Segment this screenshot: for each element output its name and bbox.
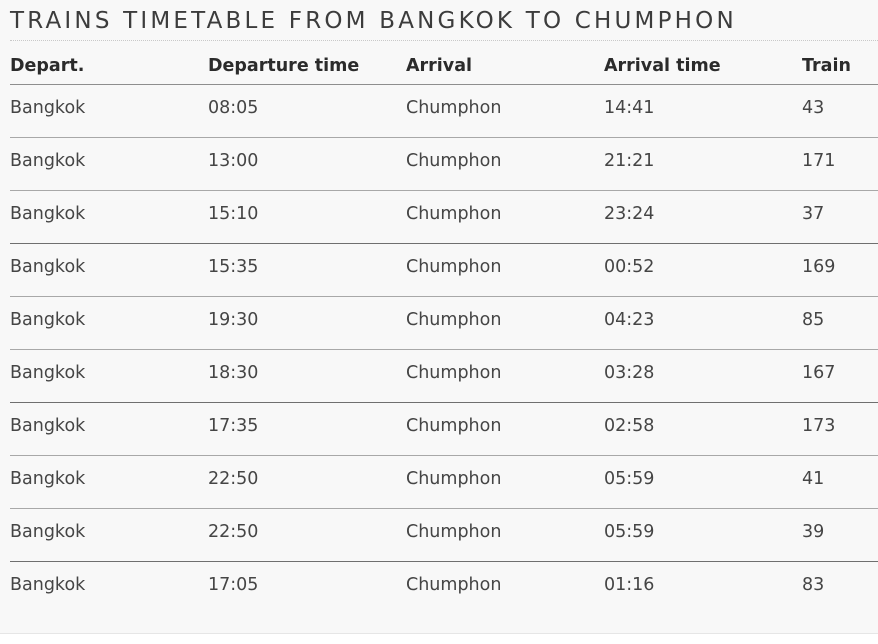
cell-depart: Bangkok	[10, 137, 208, 191]
cell-departure-time: 15:35	[208, 243, 406, 297]
table-row: Bangkok 15:10 Chumphon 23:24 37	[10, 190, 878, 244]
cell-arrival: Chumphon	[406, 508, 604, 562]
cell-departure-time: 08:05	[208, 84, 406, 138]
cell-departure-time: 18:30	[208, 349, 406, 403]
cell-departure-time: 13:00	[208, 137, 406, 191]
cell-arrival-time: 04:23	[604, 296, 802, 350]
column-header-arrival: Arrival	[406, 48, 604, 85]
cell-arrival-time: 01:16	[604, 575, 655, 595]
cell-arrival: Chumphon	[406, 84, 604, 138]
cell-arrival-time: 05:59	[604, 455, 802, 509]
cell-departure-time: 17:05	[208, 575, 259, 595]
table-row: Bangkok 13:00 Chumphon 21:21 171	[10, 137, 878, 191]
table-row: Bangkok 15:35 Chumphon 00:52 169	[10, 243, 878, 297]
table-row: Bangkok 18:30 Chumphon 03:28 167	[10, 349, 878, 403]
cell-arrival: Chumphon	[406, 402, 604, 456]
cell-train: 167	[802, 349, 878, 403]
cell-depart: Bangkok	[10, 190, 208, 244]
cell-depart: Bangkok	[10, 349, 208, 403]
page-title: TRAINS TIMETABLE FROM BANGKOK TO CHUMPHO…	[10, 8, 737, 34]
cell-departure-time: 15:10	[208, 190, 406, 244]
cell-arrival: Chumphon	[406, 575, 502, 595]
cell-depart: Bangkok	[10, 243, 208, 297]
cell-arrival-time: 02:58	[604, 402, 802, 456]
cell-train: 43	[802, 84, 878, 138]
cell-arrival: Chumphon	[406, 243, 604, 297]
cell-arrival: Chumphon	[406, 455, 604, 509]
table-row: Bangkok 17:35 Chumphon 02:58 173	[10, 402, 878, 456]
cell-train: 37	[802, 190, 878, 244]
table-header-row: Depart. Departure time Arrival Arrival t…	[10, 48, 878, 85]
cell-train: 169	[802, 243, 878, 297]
table-row: Bangkok 17:05 Chumphon 01:16 83	[10, 562, 878, 615]
cell-departure-time: 22:50	[208, 508, 406, 562]
cell-train: 171	[802, 137, 878, 191]
column-header-arrival-time: Arrival time	[604, 48, 802, 85]
cell-depart: Bangkok	[10, 455, 208, 509]
cell-depart: Bangkok	[10, 296, 208, 350]
cell-train: 39	[802, 508, 878, 562]
cell-arrival: Chumphon	[406, 296, 604, 350]
cell-arrival-time: 21:21	[604, 137, 802, 191]
column-header-departure-time: Departure time	[208, 48, 406, 85]
cell-arrival-time: 14:41	[604, 84, 802, 138]
cell-arrival: Chumphon	[406, 137, 604, 191]
cell-train: 41	[802, 455, 878, 509]
cell-arrival-time: 00:52	[604, 243, 802, 297]
table-row: Bangkok 19:30 Chumphon 04:23 85	[10, 296, 878, 350]
cell-arrival-time: 03:28	[604, 349, 802, 403]
title-divider	[10, 40, 878, 41]
cell-departure-time: 22:50	[208, 455, 406, 509]
cell-depart: Bangkok	[10, 508, 208, 562]
cell-departure-time: 19:30	[208, 296, 406, 350]
table-row: Bangkok 08:05 Chumphon 14:41 43	[10, 84, 878, 138]
cell-depart: Bangkok	[10, 575, 86, 595]
cell-depart: Bangkok	[10, 84, 208, 138]
column-header-train: Train	[802, 48, 878, 85]
timetable-table: Depart. Departure time Arrival Arrival t…	[10, 48, 878, 615]
column-header-depart: Depart.	[10, 48, 208, 85]
cell-train: 85	[802, 296, 878, 350]
cell-train: 173	[802, 402, 878, 456]
cell-arrival-time: 05:59	[604, 508, 802, 562]
cell-train: 83	[802, 575, 825, 595]
cell-arrival-time: 23:24	[604, 190, 802, 244]
table-row: Bangkok 22:50 Chumphon 05:59 41	[10, 455, 878, 509]
cell-depart: Bangkok	[10, 402, 208, 456]
table-row: Bangkok 22:50 Chumphon 05:59 39	[10, 508, 878, 562]
cell-arrival: Chumphon	[406, 190, 604, 244]
cell-arrival: Chumphon	[406, 349, 604, 403]
cell-departure-time: 17:35	[208, 402, 406, 456]
